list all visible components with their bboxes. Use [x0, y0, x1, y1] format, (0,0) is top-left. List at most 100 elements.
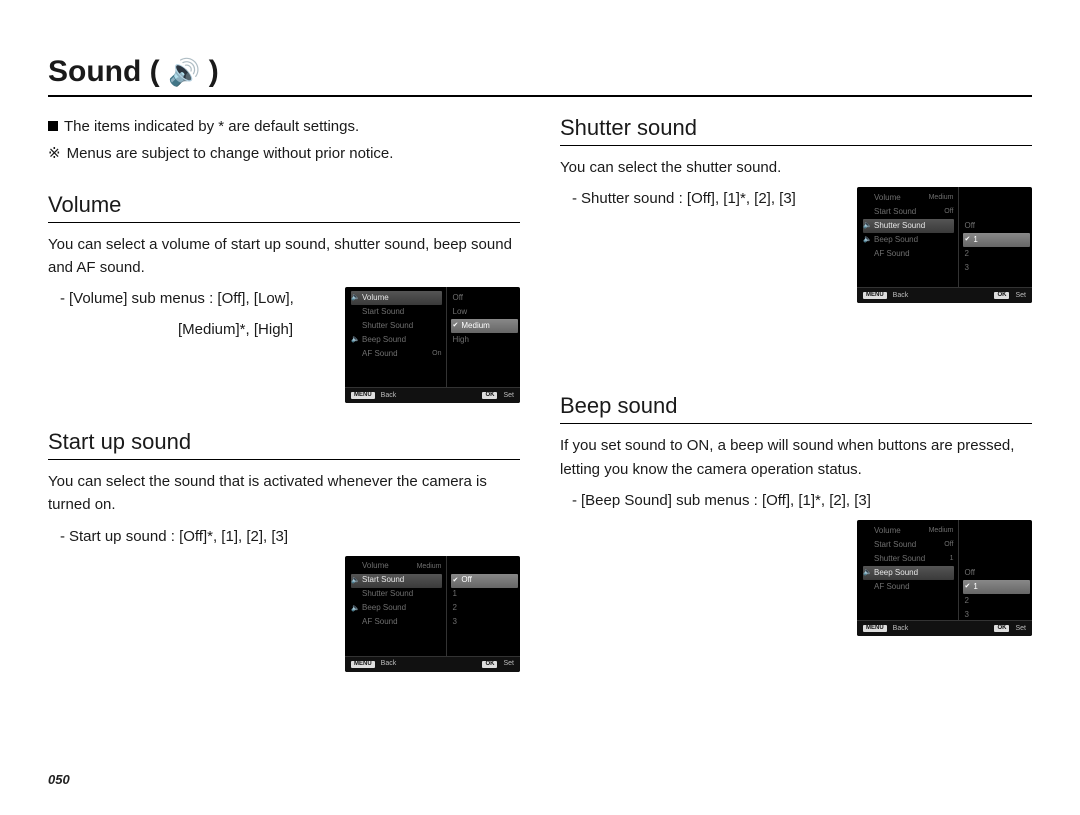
shutter-options-lead: Shutter sound : [Off], [1]*, [2], [3] [581, 190, 796, 207]
ok-button-icon: OK [994, 292, 1009, 299]
menu-label: Volume [362, 294, 389, 303]
shot-footer: MENUBackOKSet [857, 287, 1032, 303]
ok-button-icon: OK [482, 661, 497, 668]
option-row: ✔1 [963, 233, 1031, 247]
menu-row: Start Sound [351, 305, 446, 319]
option-row: ✔1 [963, 580, 1031, 594]
menu-label: Start Sound [874, 541, 916, 550]
option-row: 3 [965, 608, 1029, 622]
menu-current-value: 1 [950, 555, 958, 563]
sound-icon [351, 619, 359, 627]
option-label: 3 [965, 611, 969, 620]
check-icon: ✔ [453, 322, 459, 330]
menu-row: VolumeMedium [863, 191, 958, 205]
beep-options-lead: [Beep Sound] sub menus : [Off], [1]*, [2… [581, 492, 871, 509]
back-label: Back [381, 660, 397, 668]
check-icon: ✔ [965, 236, 971, 244]
menu-label: Beep Sound [874, 236, 918, 245]
startup-options-line: -Start up sound : [Off]*, [1], [2], [3] [48, 525, 520, 548]
sound-icon: 🔈 [863, 236, 871, 244]
option-row: ✔Medium [451, 319, 519, 333]
menu-current-value: Medium [929, 527, 958, 535]
menu-row: AF SoundOn [351, 347, 446, 361]
menu-label: Start Sound [362, 308, 404, 317]
menu-row: AF Sound [351, 616, 446, 630]
set-label: Set [1015, 292, 1026, 300]
option-label: 2 [965, 250, 969, 259]
option-label: Medium [461, 322, 489, 331]
sound-icon [863, 194, 871, 202]
beep-options-line: -[Beep Sound] sub menus : [Off], [1]*, [… [560, 489, 1032, 512]
sound-icon [351, 350, 359, 358]
section-beep: Beep sound If you set sound to ON, a bee… [560, 393, 1032, 636]
option-row: 3 [965, 261, 1029, 275]
sound-icon: 🔈 [351, 605, 359, 613]
option-label: 3 [453, 618, 457, 627]
speaker-icon: 🔊 [168, 57, 200, 87]
option-label: Off [461, 576, 472, 585]
menu-label: Beep Sound [362, 336, 406, 345]
sound-icon: 🔈 [351, 577, 359, 585]
startup-heading: Start up sound [48, 429, 520, 460]
option-label: High [453, 336, 469, 345]
menu-button-icon: MENU [351, 661, 375, 668]
option-label: 3 [965, 264, 969, 273]
screenshot-shutter-menu: VolumeMediumStart SoundOff🔈Shutter Sound… [857, 187, 1032, 303]
menu-row: AF Sound [863, 580, 958, 594]
menu-label: AF Sound [874, 583, 910, 592]
menu-label: Shutter Sound [874, 555, 925, 564]
menu-label: Shutter Sound [362, 322, 413, 331]
section-shutter: Shutter sound You can select the shutter… [560, 115, 1032, 303]
menu-label: Start Sound [874, 208, 916, 217]
volume-options-lead: [Volume] sub menus : [Off], [Low], [69, 290, 294, 307]
menu-row: Start Sound Off [863, 538, 958, 552]
back-label: Back [893, 625, 909, 633]
sound-icon [863, 208, 871, 216]
menu-label: AF Sound [362, 350, 398, 359]
title-text: Sound ( [48, 55, 160, 88]
menu-row: 🔈Beep Sound [863, 233, 958, 247]
set-label: Set [503, 660, 514, 668]
menu-row: Start SoundOff [863, 205, 958, 219]
set-label: Set [503, 392, 514, 400]
ok-button-icon: OK [994, 625, 1009, 632]
page-title: Sound ( 🔊 ) [48, 55, 219, 89]
menu-label: Volume [874, 194, 901, 203]
option-row: Low [453, 305, 517, 319]
option-row: 2 [965, 594, 1029, 608]
shutter-options-line: -Shutter sound : [Off], [1]*, [2], [3] [560, 187, 843, 210]
menu-row: 🔈Beep Sound [863, 566, 954, 580]
option-label: 1 [973, 236, 977, 245]
square-bullet-icon [48, 121, 58, 131]
screenshot-beep-menu: VolumeMediumStart SoundOffShutter Sound1… [857, 520, 1032, 636]
sound-icon: 🔈 [351, 294, 359, 302]
volume-options-line2: [Medium]*, [High] [48, 318, 331, 341]
shot-footer: MENU Back OK Set [857, 620, 1032, 636]
menu-current-value: Off [944, 541, 957, 549]
section-volume: Volume You can select a volume of start … [48, 192, 520, 404]
sound-icon [351, 308, 359, 316]
menu-button-icon: MENU [863, 625, 887, 632]
sound-icon [351, 563, 359, 571]
option-row: 2 [965, 247, 1029, 261]
beep-desc: If you set sound to ON, a beep will soun… [560, 434, 1032, 481]
menu-label: Volume [362, 562, 389, 571]
menu-label: Beep Sound [362, 604, 406, 613]
sound-icon [863, 250, 871, 258]
menu-label: AF Sound [362, 618, 398, 627]
menu-row: 🔈Shutter Sound [863, 219, 954, 233]
option-label: Off [965, 569, 976, 578]
right-column: Shutter sound You can select the shutter… [560, 115, 1032, 672]
sound-icon [863, 527, 871, 535]
set-label: Set [1015, 625, 1026, 633]
menu-button-icon: MENU [351, 392, 375, 399]
change-notice-note: ※Menus are subject to change without pri… [48, 142, 520, 165]
page-number: 050 [48, 772, 70, 787]
default-settings-note: The items indicated by * are default set… [48, 115, 520, 138]
volume-heading: Volume [48, 192, 520, 223]
shot-footer: MENUBackOKSet [345, 387, 520, 403]
menu-row: 🔈Volume [351, 291, 442, 305]
sound-icon [351, 322, 359, 330]
startup-desc: You can select the sound that is activat… [48, 470, 520, 517]
sound-icon: 🔈 [863, 222, 871, 230]
